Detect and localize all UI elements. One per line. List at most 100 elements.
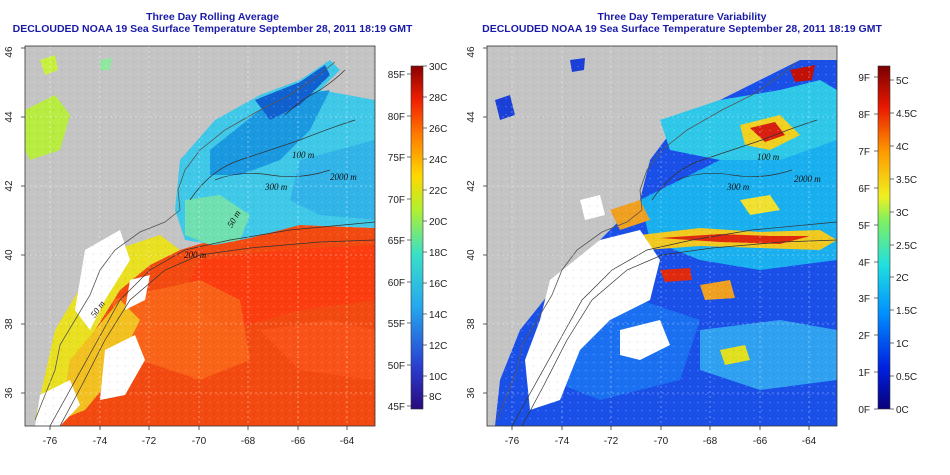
- left-colorbar-c-label: 28C: [429, 93, 447, 104]
- left-colorbar-f-label: 70F: [388, 195, 405, 206]
- right-colorbar-f-label: 0F: [858, 405, 870, 416]
- contour-label-300m: 300 m: [726, 182, 750, 192]
- left-colorbar-f-label: 60F: [388, 278, 405, 289]
- right-y-tick-label: 42: [466, 180, 477, 192]
- right-colorbar-f-label: 4F: [858, 258, 870, 269]
- right-panel-title: Three Day Temperature Variability DECLOU…: [462, 11, 902, 35]
- right-contour-labels: 100 m 2000 m 300 m: [726, 152, 821, 192]
- left-x-tick-label: -64: [340, 436, 355, 447]
- right-x-tick-label: -72: [604, 436, 619, 447]
- left-y-tick-label: 42: [4, 180, 15, 192]
- contour-label-2000m: 2000 m: [330, 172, 357, 182]
- right-colorbar-c-label: 2C: [896, 273, 909, 284]
- left-bathymetry-contours: [49, 69, 375, 426]
- left-grid: [25, 46, 375, 426]
- right-colorbar-c-label: 1C: [896, 339, 909, 350]
- left-colorbar-c-label: 10C: [429, 372, 447, 383]
- right-x-tick-label: -74: [555, 436, 570, 447]
- left-colorbar-f-label: 55F: [388, 319, 405, 330]
- right-y-tick-label: 44: [466, 111, 477, 123]
- right-title-line1: Three Day Temperature Variability: [597, 11, 767, 23]
- left-x-tick-label: -74: [93, 436, 108, 447]
- left-colorbar-c-label: 18C: [429, 248, 447, 259]
- left-title-line1: Three Day Rolling Average: [146, 11, 279, 23]
- left-x-tick-label: -72: [142, 436, 157, 447]
- right-colorbar-f-label: 8F: [858, 110, 870, 121]
- right-x-tick-label: -70: [654, 436, 669, 447]
- left-map: [25, 46, 375, 426]
- right-colorbar: 9F 8F 7F 6F 5F 4F 3F 2F 1F 0F 5C 4.5C 4C…: [858, 65, 917, 416]
- left-y-tick-label: 40: [4, 249, 15, 261]
- right-colorbar-f-label: 7F: [858, 147, 870, 158]
- left-colorbar-f-label: 85F: [388, 70, 405, 81]
- left-y-tick-label: 36: [4, 387, 15, 399]
- right-y-axis: 36 38 40 42 44 46: [466, 46, 487, 399]
- right-colorbar-c-label: 4C: [896, 142, 909, 153]
- right-colorbar-f-label: 9F: [858, 73, 870, 84]
- right-colorbar-c-label: 5C: [896, 76, 909, 87]
- left-colorbar-c-label: 30C: [429, 62, 447, 73]
- right-bathymetry-contours: [511, 119, 837, 426]
- left-title-line2: DECLOUDED NOAA 19 Sea Surface Temperatur…: [12, 23, 413, 35]
- right-y-tick-label: 38: [466, 318, 477, 330]
- left-colorbar-c-label: 24C: [429, 155, 447, 166]
- right-colorbar-f-label: 3F: [858, 294, 870, 305]
- left-y-tick-label: 44: [4, 111, 15, 123]
- right-x-axis: -76 -74 -72 -70 -68 -66 -64: [505, 426, 817, 447]
- left-colorbar-c-label: 20C: [429, 217, 447, 228]
- left-y-tick-label: 38: [4, 318, 15, 330]
- left-colorbar-c-label: 12C: [429, 341, 447, 352]
- right-colorbar-f-label: 5F: [858, 221, 870, 232]
- left-x-tick-label: -66: [291, 436, 306, 447]
- right-colorbar-f-label: 1F: [858, 368, 870, 379]
- right-colorbar-c-label: 4.5C: [896, 109, 917, 120]
- left-colorbar-f-label: 75F: [388, 153, 405, 164]
- contour-label-100m: 100 m: [292, 150, 315, 160]
- left-colorbar-f-label: 45F: [388, 402, 405, 413]
- right-colorbar-c-label: 3C: [896, 208, 909, 219]
- right-colorbar-c-label: 2.5C: [896, 241, 917, 252]
- right-colorbar-gradient: [877, 65, 891, 410]
- right-title-line2: DECLOUDED NOAA 19 Sea Surface Temperatur…: [482, 23, 882, 35]
- contour-label-2000m: 2000 m: [794, 174, 821, 184]
- left-colorbar-c-label: 26C: [429, 124, 447, 135]
- right-coastline: [496, 61, 798, 421]
- right-colorbar-f-label: 2F: [858, 331, 870, 342]
- right-x-tick-label: -76: [505, 436, 520, 447]
- left-y-tick-label: 46: [4, 46, 15, 58]
- right-y-tick-label: 46: [466, 46, 477, 58]
- right-colorbar-c-label: 0.5C: [896, 372, 917, 383]
- contour-label-200m: 200 m: [184, 250, 207, 260]
- right-map: [487, 46, 837, 426]
- right-colorbar-f-label: 6F: [858, 184, 870, 195]
- left-x-tick-label: -76: [43, 436, 58, 447]
- left-x-axis: -76 -74 -72 -70 -68 -66 -64: [43, 426, 355, 447]
- left-x-tick-label: -68: [241, 436, 256, 447]
- contour-label-100m: 100 m: [757, 152, 780, 162]
- right-x-tick-label: -64: [802, 436, 817, 447]
- left-x-tick-label: -70: [192, 436, 207, 447]
- right-grid: [487, 46, 837, 426]
- left-colorbar-c-label: 8C: [429, 392, 442, 403]
- left-colorbar-c-label: 16C: [429, 279, 447, 290]
- right-colorbar-c-label: 1.5C: [896, 306, 917, 317]
- right-colorbar-c-label: 3.5C: [896, 175, 917, 186]
- left-colorbar-f-label: 50F: [388, 361, 405, 372]
- left-coastline: [34, 61, 336, 421]
- left-colorbar-c-label: 22C: [429, 186, 447, 197]
- right-map-frame: [486, 45, 838, 427]
- left-colorbar: 85F 80F 75F 70F 65F 60F 55F 50F 45F 30C …: [388, 62, 448, 413]
- contour-label-300m: 300 m: [264, 182, 288, 192]
- right-y-tick-label: 40: [466, 249, 477, 261]
- left-colorbar-f-label: 65F: [388, 236, 405, 247]
- right-x-tick-label: -66: [753, 436, 768, 447]
- right-y-tick-label: 36: [466, 387, 477, 399]
- left-panel-title: Three Day Rolling Average DECLOUDED NOAA…: [0, 11, 425, 35]
- right-colorbar-c-label: 0C: [896, 405, 909, 416]
- left-y-axis: 36 38 40 42 44 46: [4, 46, 25, 399]
- left-map-frame: [24, 45, 376, 427]
- right-x-tick-label: -68: [703, 436, 718, 447]
- left-colorbar-gradient: [410, 65, 424, 410]
- left-colorbar-c-label: 14C: [429, 310, 447, 321]
